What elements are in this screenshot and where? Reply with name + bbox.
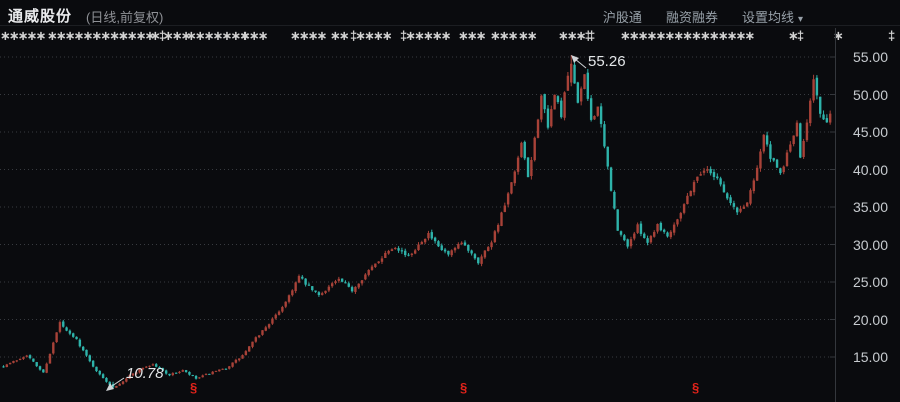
ma-settings-label: 设置均线 (741, 10, 794, 25)
announcement-marker[interactable]: ∗ (833, 28, 844, 43)
price-axis-label: 50.00 (852, 86, 888, 103)
announcement-marker[interactable]: ∗∗∗∗ (118, 28, 156, 43)
announcement-marker[interactable]: ∗‡ (150, 28, 166, 43)
announcement-marker[interactable]: ∗∗∗∗∗∗∗∗∗ (47, 28, 129, 43)
price-axis-label: 45.00 (852, 124, 888, 140)
announcement-marker[interactable]: ∗∗ (330, 28, 350, 43)
price-axis-label: 25.00 (852, 274, 888, 290)
ex-dividend-marker[interactable]: § (692, 380, 700, 395)
announcement-marker[interactable]: ∗∗∗ (458, 28, 487, 43)
price-axis-label: 30.00 (852, 236, 888, 253)
announcement-marker[interactable]: ∗∗∗∗∗ (0, 28, 46, 43)
announcement-marker[interactable]: ∗∗∗ (240, 28, 269, 43)
announcement-marker[interactable]: ∗∗ (518, 28, 538, 43)
price-axis-label: 15.00 (852, 349, 888, 365)
chart-header: 通威股份 (日线,前复权) 沪股通 融资融券 设置均线 ▾ (0, 0, 900, 26)
button-ma-settings[interactable]: 设置均线 ▾ (742, 7, 803, 26)
announcement-marker[interactable]: ‡∗∗∗∗∗ (400, 28, 452, 43)
announcement-marker[interactable]: ∗‡ (788, 28, 804, 43)
ex-dividend-marker[interactable]: § (460, 380, 468, 395)
price-axis-label: 20.00 (852, 311, 888, 328)
announcement-marker[interactable]: ‡∗∗∗∗ (350, 28, 393, 43)
low-price-label: 10.78 (126, 365, 164, 382)
price-axis-label: 55.00 (852, 49, 888, 65)
stock-name: 通威股份 (8, 8, 73, 25)
announcement-marker[interactable]: ∗∗∗‡ (558, 28, 592, 43)
link-margin-trading[interactable]: 融资融券 (665, 10, 718, 25)
announcement-marker[interactable]: ∗∗∗ (490, 28, 519, 43)
ex-dividend-marker[interactable]: § (190, 380, 198, 395)
chevron-down-icon: ▾ (797, 14, 803, 25)
chart-mode-label: (日线,前复权) (86, 10, 164, 25)
link-hugutong[interactable]: 沪股通 (602, 10, 642, 25)
announcement-marker[interactable]: ∗∗∗∗∗∗∗∗∗∗∗∗∗∗∗ (620, 28, 755, 43)
announcement-marker[interactable]: ∗∗∗∗∗∗∗ (186, 28, 250, 43)
announcement-marker[interactable]: ∗∗∗∗ (290, 28, 328, 43)
announcement-marker[interactable]: ‡ (888, 28, 895, 43)
announcement-marker[interactable]: ∗∗∗ (163, 28, 192, 43)
price-axis-label: 40.00 (852, 161, 888, 178)
header-links: 沪股通 融资融券 设置均线 ▾ (603, 7, 803, 26)
price-axis-label: 35.00 (852, 199, 888, 215)
peak-price-label: 55.26 (588, 53, 626, 70)
announcement-marker[interactable]: ‡ (588, 28, 595, 43)
